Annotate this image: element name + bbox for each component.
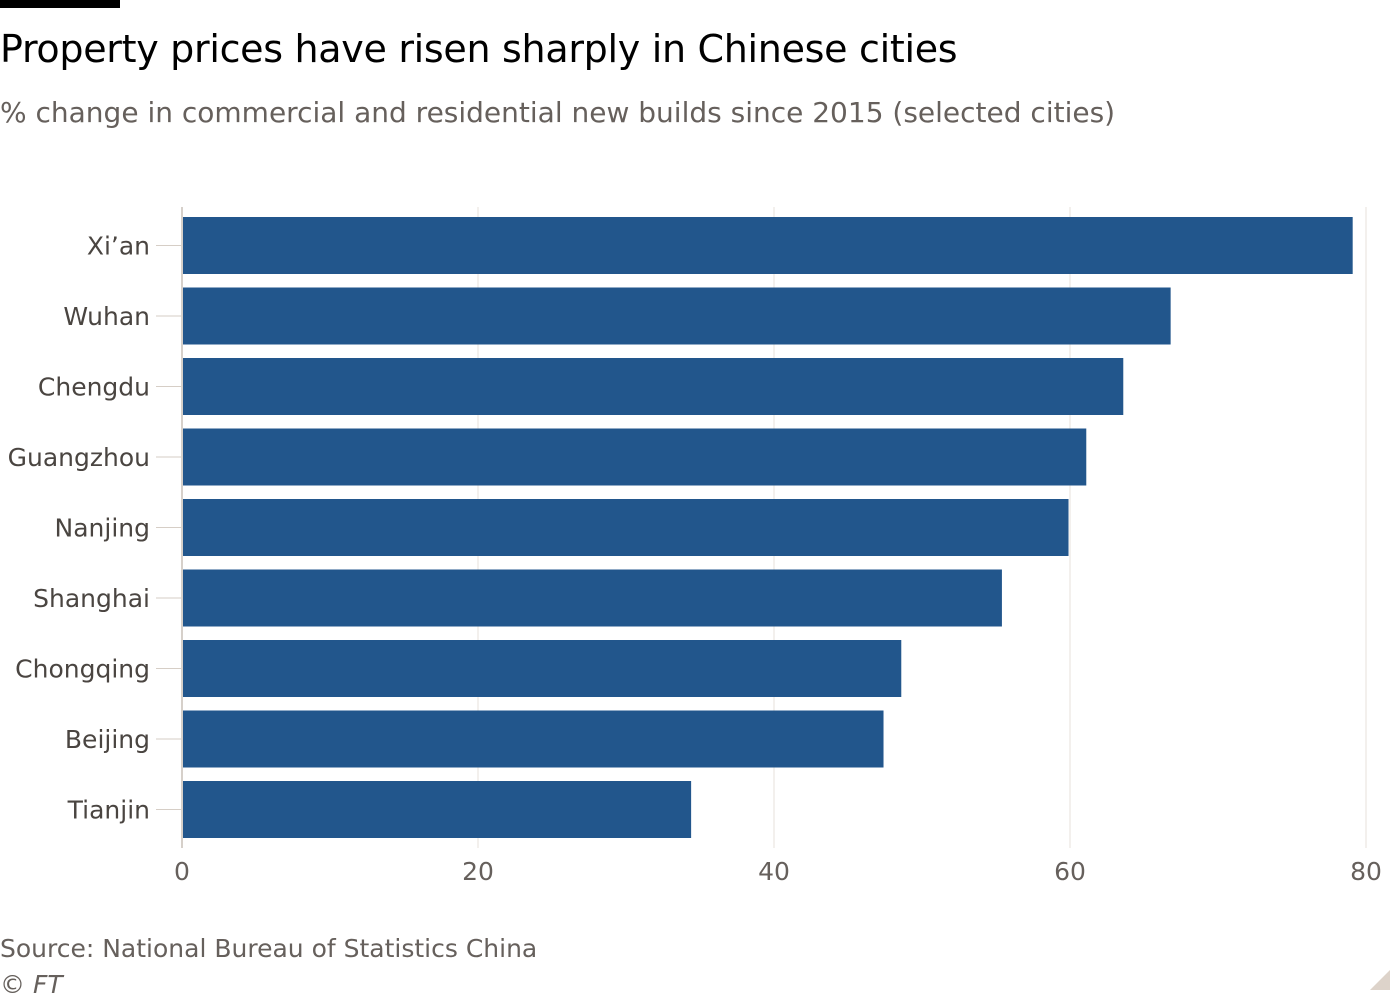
- category-label-9: Tianjin: [67, 796, 150, 825]
- bar-6: [183, 569, 1002, 627]
- bar-3: [183, 358, 1124, 415]
- category-label-5: Nanjing: [55, 514, 150, 543]
- category-label-2: Wuhan: [63, 302, 150, 331]
- category-label-3: Chengdu: [38, 373, 150, 402]
- corner-fold-icon: [1370, 970, 1390, 990]
- chart-subtitle: % change in commercial and residential n…: [0, 96, 1116, 129]
- category-label-6: Shanghai: [33, 584, 150, 613]
- x-tick-label-60: 60: [1054, 857, 1086, 886]
- top-rule: [0, 0, 120, 8]
- source-note: Source: National Bureau of Statistics Ch…: [0, 934, 538, 963]
- category-label-7: Chongqing: [15, 655, 150, 684]
- bar-1: [183, 217, 1353, 274]
- copyright-note: © FT: [0, 970, 63, 999]
- x-tick-label-0: 0: [174, 857, 190, 886]
- bar-4: [183, 428, 1087, 486]
- bar-7: [183, 640, 902, 697]
- bar-5: [183, 499, 1069, 556]
- bar-9: [183, 781, 692, 838]
- bar-2: [183, 287, 1171, 345]
- bar-8: [183, 710, 884, 768]
- x-tick-label-80: 80: [1350, 857, 1382, 886]
- category-labels: Xi’an Wuhan Chengdu Guangzhou Nanjing Shangha…: [8, 232, 150, 825]
- x-tick-label-20: 20: [462, 857, 494, 886]
- chart-title: Property prices have risen sharply in Ch…: [0, 27, 958, 71]
- category-label-1: Xi’an: [87, 232, 150, 261]
- x-tick-label-40: 40: [758, 857, 790, 886]
- category-label-4: Guangzhou: [8, 443, 150, 472]
- x-axis-tick-labels: 0 20 40 60 80: [174, 857, 1382, 886]
- bars: [183, 217, 1353, 838]
- category-label-8: Beijing: [65, 725, 150, 754]
